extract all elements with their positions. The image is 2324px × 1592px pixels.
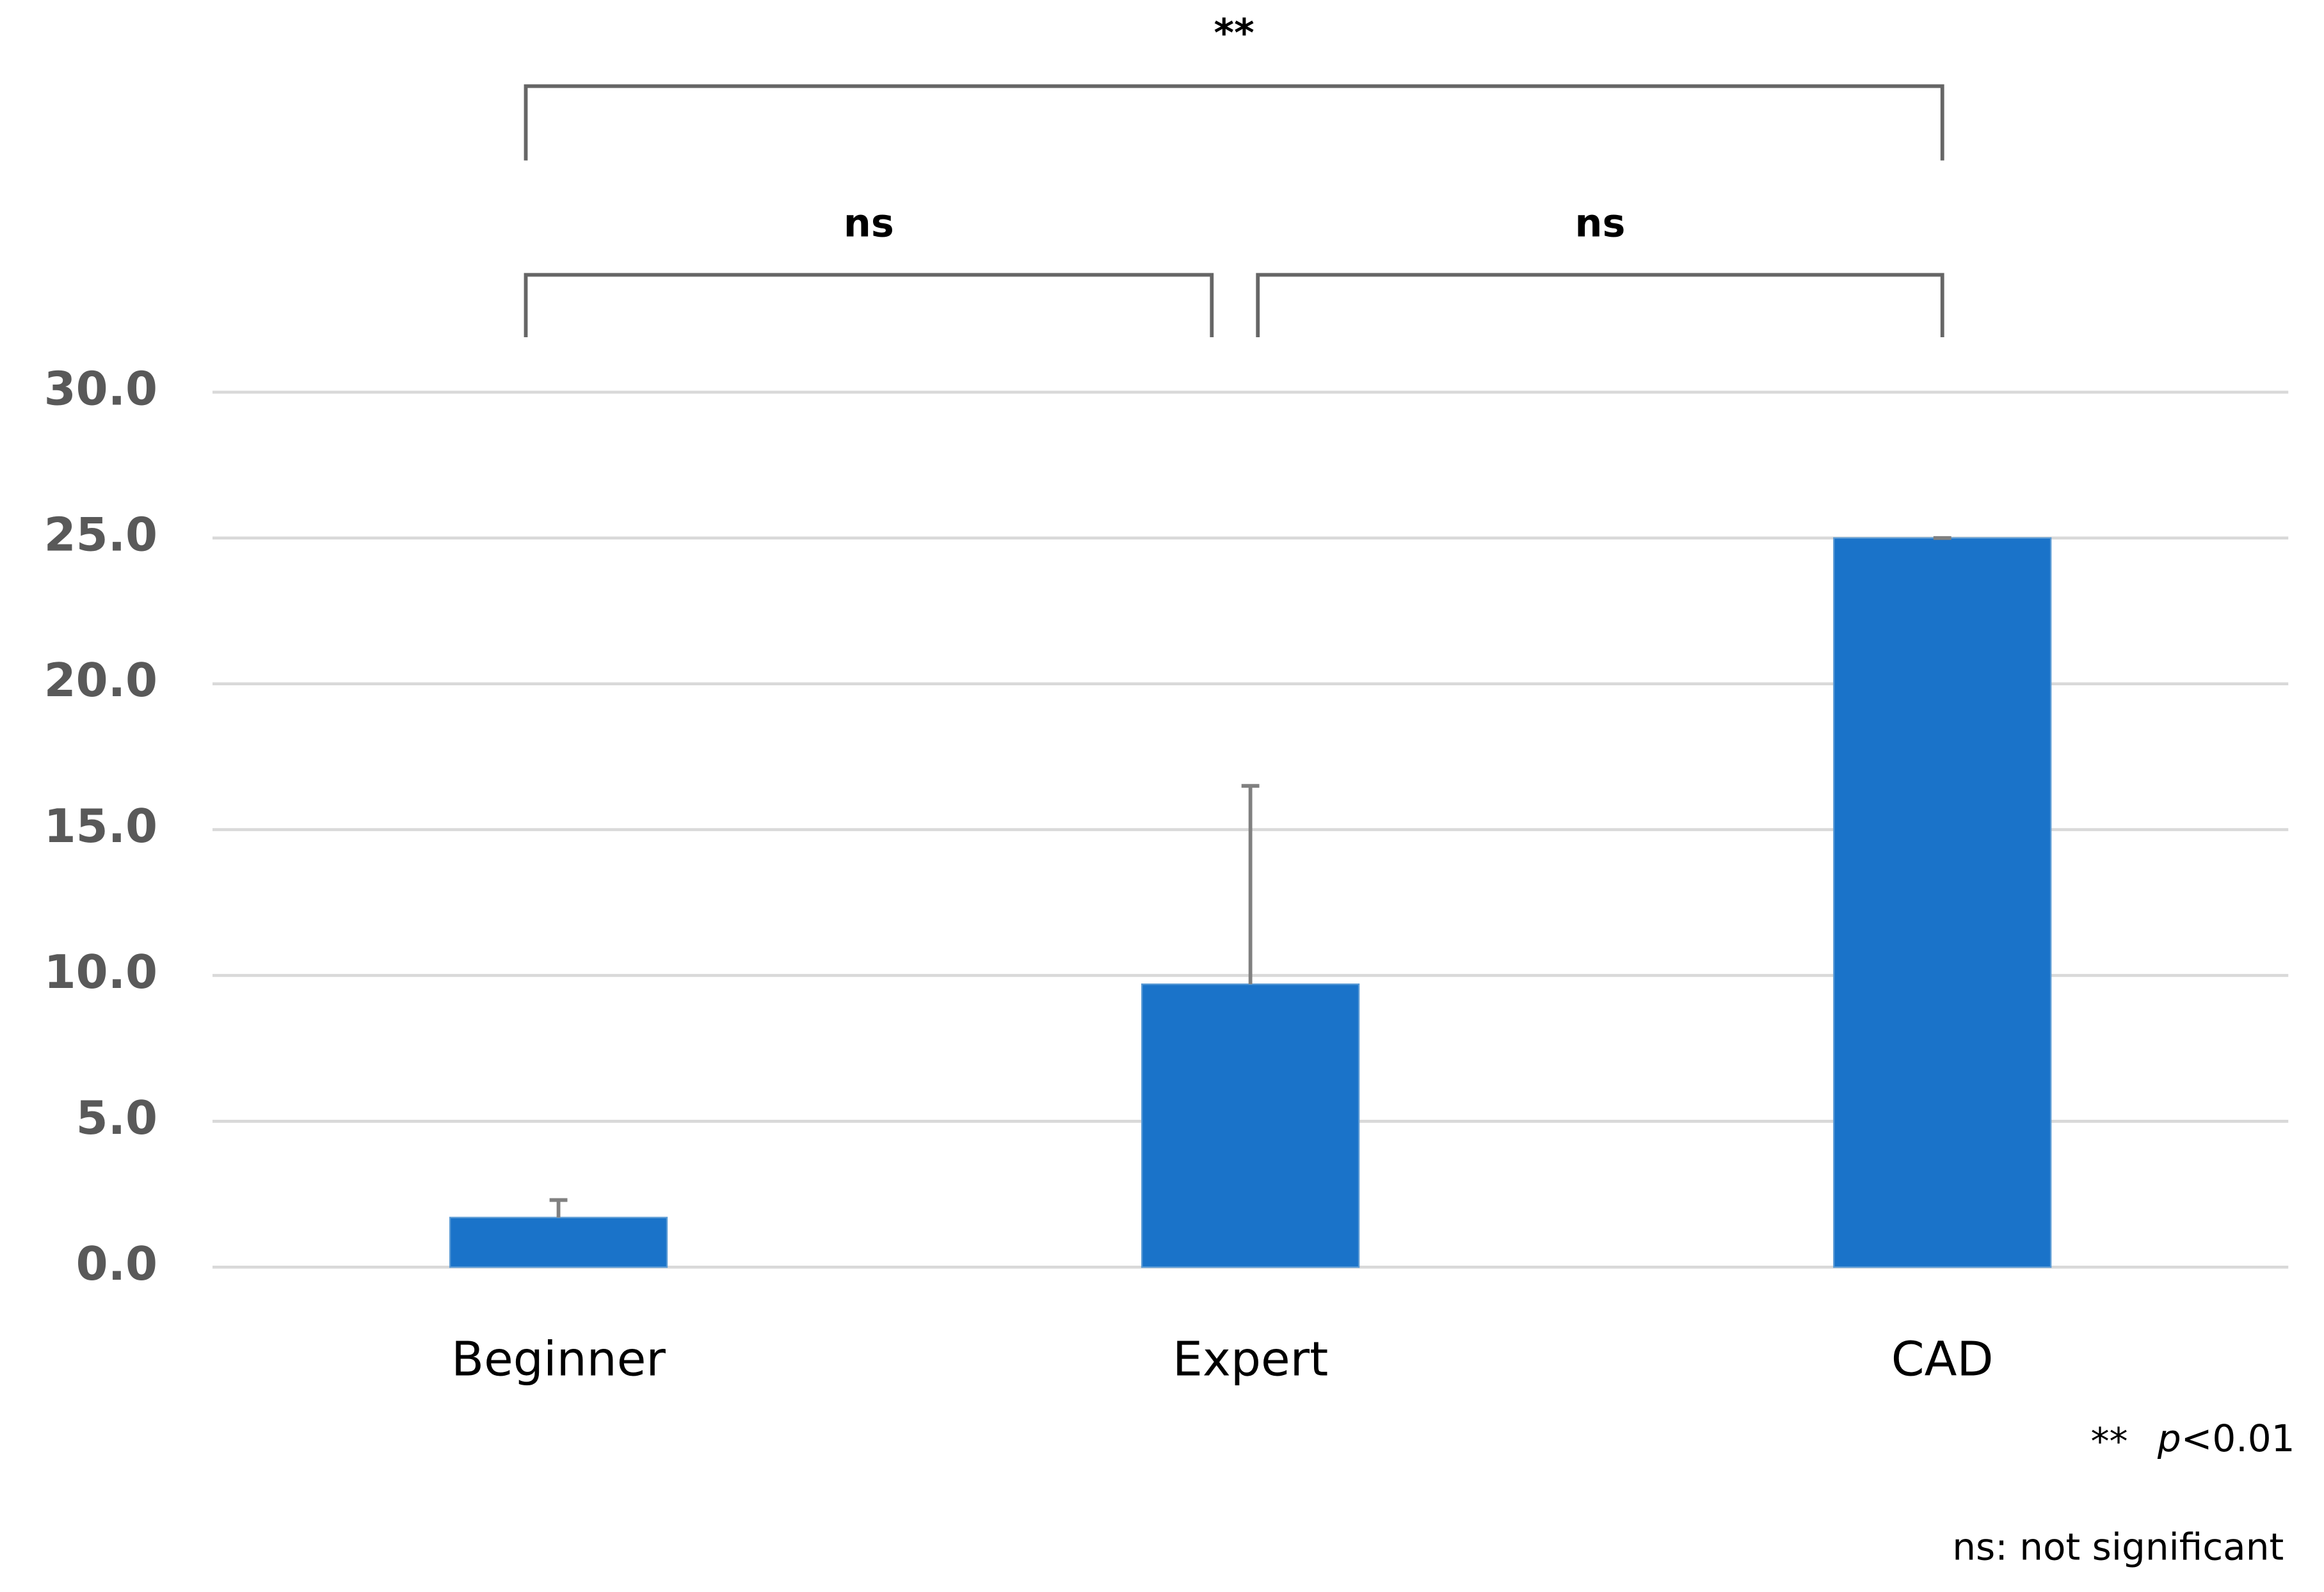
x-tick-label: Expert bbox=[1173, 1331, 1328, 1387]
y-tick-label: 25.0 bbox=[44, 507, 158, 561]
significance-bracket bbox=[524, 273, 1214, 337]
y-tick-label: 5.0 bbox=[76, 1091, 157, 1145]
significance-label: ns bbox=[1575, 201, 1626, 246]
y-tick-label: 30.0 bbox=[44, 362, 158, 415]
error-bar bbox=[1241, 784, 1260, 985]
p-symbol: p bbox=[2157, 1417, 2181, 1460]
significance-symbol: ** bbox=[2090, 1420, 2128, 1463]
error-bar bbox=[549, 1198, 568, 1218]
significance-bracket bbox=[524, 84, 1944, 161]
x-tick-label: CAD bbox=[1891, 1331, 1994, 1387]
bar bbox=[1141, 983, 1360, 1268]
x-tick-label: Beginner bbox=[451, 1331, 666, 1387]
significance-threshold: p<0.01 bbox=[2157, 1417, 2295, 1460]
ns-note: ns: not significant bbox=[1952, 1525, 2284, 1568]
significance-label: ns bbox=[844, 201, 894, 246]
significance-label: ** bbox=[1214, 11, 1254, 56]
y-tick-label: 0.0 bbox=[76, 1237, 157, 1291]
significance-bracket bbox=[1256, 273, 1944, 337]
bar bbox=[1833, 537, 2052, 1268]
y-tick-label: 20.0 bbox=[44, 653, 158, 707]
y-tick-label: 10.0 bbox=[44, 945, 158, 999]
p-threshold: <0.01 bbox=[2181, 1417, 2295, 1460]
bar bbox=[449, 1216, 668, 1268]
y-tick-label: 15.0 bbox=[44, 799, 158, 853]
